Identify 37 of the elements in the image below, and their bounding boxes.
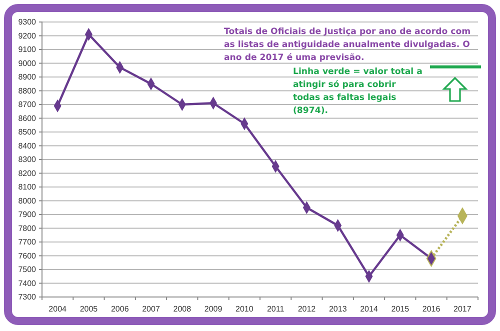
x-tick-label: 2013	[328, 304, 348, 314]
y-tick-label: 8400	[18, 141, 37, 150]
x-tick-label: 2014	[360, 304, 378, 314]
x-tick-label: 2012	[298, 304, 316, 314]
annotation: Totais de Oficiais de Justiça por ano de acordo com as listas de antiguidade anualmente divulgadas. O ano de 2017 é uma previsão.	[224, 27, 471, 63]
y-tick-label: 8100	[18, 182, 37, 192]
y-tick-label: 9100	[18, 45, 37, 54]
x-tick-label: 2007	[142, 304, 160, 314]
y-tick-label: 8600	[18, 114, 37, 123]
y-tick-label: 8900	[18, 72, 37, 82]
y-tick-label: 8800	[18, 86, 37, 96]
x-tick-label: 2010	[236, 304, 254, 314]
x-tick-label: 2015	[391, 304, 410, 314]
y-tick-label: 9300	[18, 18, 37, 27]
annotation: Linha verde = valor total a atingir só para cobrir todas as faltas legais (8974).	[293, 67, 423, 116]
y-tick-label: 7500	[18, 265, 37, 274]
x-tick-label: 2008	[173, 304, 192, 314]
y-tick-label: 7800	[18, 224, 37, 233]
y-tick-label: 9000	[18, 58, 37, 68]
y-tick-label: 8000	[18, 196, 37, 206]
y-tick-label: 8700	[18, 100, 37, 110]
x-tick-label: 2005	[80, 304, 98, 314]
y-tick-label: 8500	[18, 128, 37, 137]
x-tick-label: 2017	[454, 304, 472, 314]
y-tick-label: 7400	[18, 278, 37, 288]
y-tick-label: 7900	[18, 210, 37, 220]
x-tick-label: 2004	[48, 304, 68, 314]
y-tick-label: 8200	[18, 168, 37, 178]
x-tick-label: 2006	[110, 304, 130, 314]
x-tick-label: 2016	[422, 304, 441, 314]
y-tick-label: 7600	[18, 251, 37, 260]
y-tick-label: 7700	[18, 238, 37, 247]
x-tick-label: 2009	[204, 304, 223, 314]
x-tick-label: 2011	[266, 304, 285, 314]
y-tick-label: 7300	[18, 292, 37, 302]
y-tick-label: 9200	[18, 31, 37, 40]
y-tick-label: 8300	[18, 155, 37, 164]
